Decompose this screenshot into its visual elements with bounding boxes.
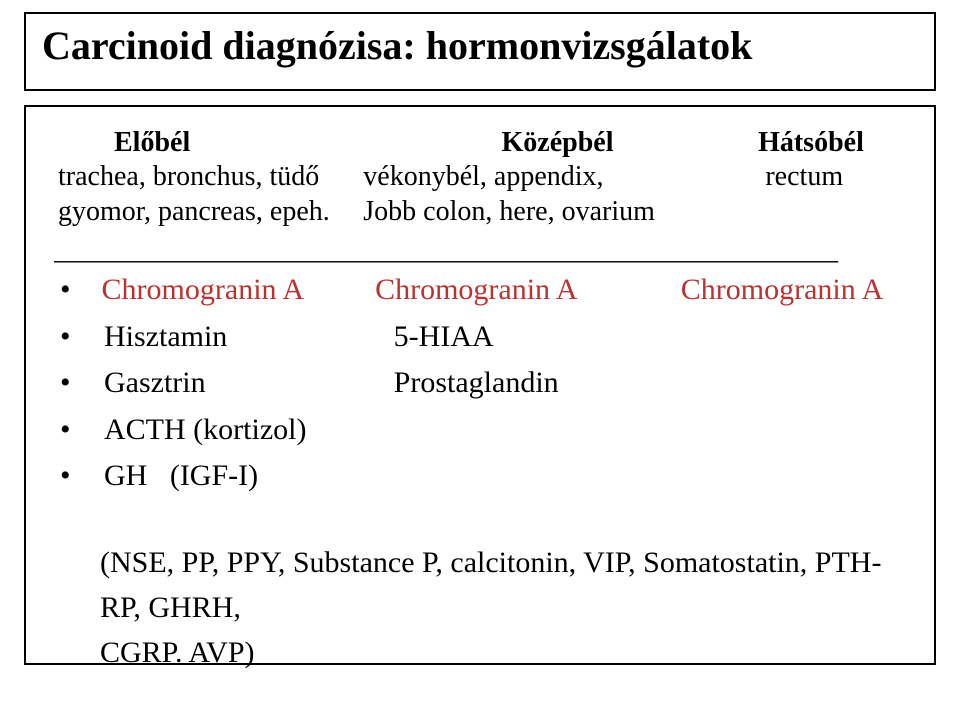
sub-col2-line2: Jobb colon, here, ovarium	[363, 194, 702, 229]
marker-c3: Chromogranin A	[681, 267, 906, 314]
sub-col1-line2: gyomor, pancreas, epeh.	[54, 194, 363, 229]
marker-c2: 5-HIAA	[394, 314, 718, 361]
marker-row: • Hisztamin 5-HIAA	[54, 314, 906, 361]
footer-line1: (NSE, PP, PPY, Substance P, calcitonin, …	[100, 540, 906, 630]
subheader-row1: trachea, bronchus, tüdő vékonybél, appen…	[54, 159, 906, 194]
marker-row: • GH (IGF-I)	[54, 453, 906, 500]
divider-line: ________________________________________…	[54, 235, 906, 267]
body-box: Előbél Középbél Hátsóbél trachea, bronch…	[24, 105, 936, 665]
marker-c1: ACTH (kortizol)	[104, 407, 306, 454]
marker-c1: GH (IGF-I)	[104, 453, 258, 500]
marker-c1: Gasztrin	[104, 360, 394, 407]
marker-c1: Chromogranin A	[102, 267, 376, 314]
header-row: Előbél Középbél Hátsóbél	[54, 127, 906, 159]
marker-row: • Gasztrin Prostaglandin	[54, 360, 906, 407]
marker-c1: Hisztamin	[104, 314, 394, 361]
sub-col3-line2	[702, 194, 906, 229]
sub-col3-line1: rectum	[702, 159, 906, 194]
marker-row: • ACTH (kortizol)	[54, 407, 906, 454]
footer-line2: CGRP. AVP)	[100, 630, 906, 675]
bullet-icon: •	[54, 453, 104, 500]
header-col3: Hátsóbél	[716, 127, 906, 159]
header-col1: Előbél	[54, 127, 399, 159]
marker-c2: Prostaglandin	[394, 360, 718, 407]
slide: Carcinoid diagnózisa: hormonvizsgálatok …	[0, 0, 960, 721]
bullet-icon: •	[54, 267, 102, 314]
marker-c2: Chromogranin A	[375, 267, 681, 314]
footer-block: (NSE, PP, PPY, Substance P, calcitonin, …	[54, 540, 906, 675]
subheader-row2: gyomor, pancreas, epeh. Jobb colon, here…	[54, 194, 906, 229]
marker-row: • Chromogranin A Chromogranin A Chromogr…	[54, 267, 906, 314]
bullet-icon: •	[54, 407, 104, 454]
marker-list: • Chromogranin A Chromogranin A Chromogr…	[54, 267, 906, 500]
header-col2: Középbél	[399, 127, 716, 159]
slide-title: Carcinoid diagnózisa: hormonvizsgálatok	[42, 22, 918, 69]
sub-col1-line1: trachea, bronchus, tüdő	[54, 159, 363, 194]
bullet-icon: •	[54, 360, 104, 407]
bullet-icon: •	[54, 314, 104, 361]
title-box: Carcinoid diagnózisa: hormonvizsgálatok	[24, 12, 936, 91]
sub-col2-line1: vékonybél, appendix,	[363, 159, 702, 194]
